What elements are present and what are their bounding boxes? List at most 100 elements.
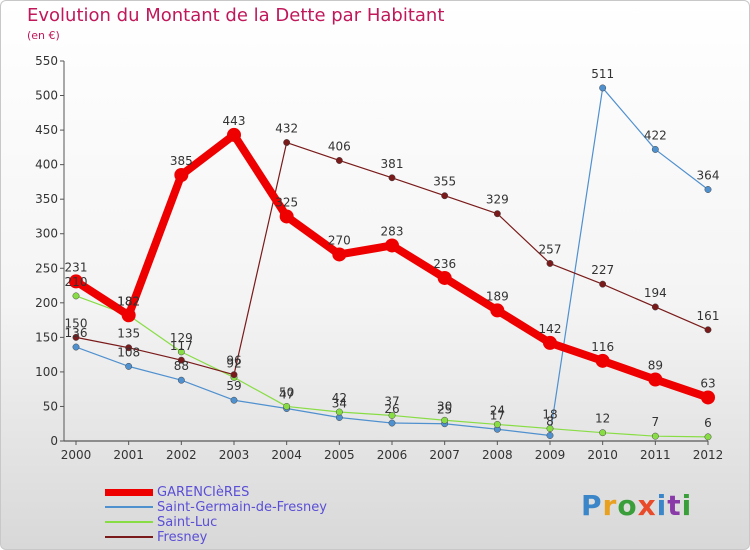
data-point (335, 157, 343, 164)
data-label: 236 (433, 257, 456, 271)
x-tick-label: 2003 (219, 448, 250, 462)
data-label: 89 (648, 359, 663, 373)
data-label: 129 (170, 331, 193, 345)
x-tick-label: 2007 (429, 448, 460, 462)
data-point (441, 416, 449, 424)
data-point (543, 335, 557, 350)
data-point (651, 303, 659, 311)
data-label: 194 (644, 286, 667, 300)
y-tick-label: 0 (50, 434, 58, 448)
x-tick-label: 2000 (61, 448, 92, 462)
y-tick-label: 50 (43, 399, 58, 413)
legend-label: Saint-Germain-de-Fresney (157, 500, 327, 515)
x-tick-label: 2002 (166, 448, 197, 462)
data-label: 443 (223, 114, 246, 128)
data-point (283, 403, 291, 410)
data-label: 142 (539, 322, 562, 336)
data-point (125, 344, 133, 352)
data-label: 7 (652, 415, 660, 429)
data-label: 422 (644, 128, 667, 142)
data-label: 17 (490, 408, 505, 422)
x-tick-label: 2009 (535, 448, 566, 462)
data-label: 231 (65, 260, 88, 274)
data-point (701, 390, 715, 405)
data-point (651, 432, 659, 440)
x-tick-label: 2012 (693, 448, 724, 462)
data-label: 355 (433, 175, 456, 189)
data-point (599, 84, 607, 92)
data-label: 92 (226, 356, 241, 370)
data-point (227, 127, 241, 142)
legend-label: Fresney (157, 530, 208, 545)
legend-label: GARENCIèRES (157, 485, 250, 500)
data-point (72, 333, 80, 341)
data-point (490, 303, 505, 318)
data-point (69, 274, 83, 289)
legend-swatch (105, 488, 153, 496)
legend-swatch (105, 506, 153, 508)
data-point (177, 356, 185, 364)
logo-letter: i (656, 489, 668, 522)
data-label: 24 (490, 403, 505, 417)
data-point (388, 419, 396, 427)
x-tick-label: 2008 (482, 448, 513, 462)
y-tick-label: 250 (35, 261, 58, 275)
data-label: 108 (117, 345, 140, 359)
data-label: 117 (170, 339, 193, 353)
data-point (546, 432, 554, 439)
data-point (332, 247, 347, 262)
data-label: 270 (328, 233, 351, 247)
data-point (599, 429, 607, 437)
data-point (230, 396, 238, 404)
data-point (177, 348, 185, 356)
logo-letter: t (667, 489, 682, 522)
logo-letter: P (581, 489, 603, 522)
data-point (174, 168, 189, 182)
data-label: 88 (174, 359, 189, 373)
y-tick-label: 100 (35, 365, 58, 379)
data-label: 364 (697, 169, 720, 183)
data-label: 18 (542, 408, 557, 422)
y-tick-label: 150 (35, 330, 58, 344)
data-label: 381 (381, 157, 404, 171)
data-label: 511 (591, 67, 614, 81)
y-tick-label: 500 (35, 89, 58, 103)
data-point (599, 280, 607, 288)
data-point (493, 420, 501, 428)
data-point (437, 270, 452, 285)
data-point (493, 210, 501, 218)
data-label: 63 (700, 376, 715, 390)
data-label: 136 (65, 326, 88, 340)
data-label: 210 (65, 275, 88, 289)
data-point (388, 174, 396, 182)
data-label: 59 (226, 379, 241, 393)
series-line-1 (75, 87, 709, 437)
data-point (651, 145, 659, 153)
logo-letter: r (602, 489, 618, 522)
data-point (125, 362, 133, 370)
data-label: 150 (65, 316, 88, 330)
data-label: 8 (546, 414, 554, 428)
x-tick-label: 2001 (113, 448, 144, 462)
data-label: 406 (328, 139, 351, 153)
data-label: 189 (486, 289, 509, 303)
data-label: 257 (539, 242, 562, 256)
data-label: 385 (170, 154, 193, 168)
data-label: 37 (384, 394, 399, 408)
legend-swatch (105, 521, 153, 523)
data-point (230, 371, 238, 379)
data-label: 12 (595, 412, 610, 426)
data-point (121, 308, 136, 323)
data-point (704, 433, 712, 441)
y-tick-label: 200 (35, 296, 58, 310)
logo-letter: o (617, 489, 638, 522)
logo-letter: i (681, 489, 693, 522)
data-point (595, 353, 610, 368)
y-tick-label: 300 (35, 227, 58, 241)
data-label: 50 (279, 385, 294, 399)
data-point (385, 238, 399, 253)
y-tick-label: 400 (35, 158, 58, 172)
data-point (704, 326, 712, 334)
data-point (177, 376, 185, 384)
data-label: 227 (591, 263, 614, 277)
